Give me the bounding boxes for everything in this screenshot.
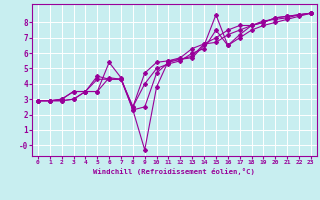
X-axis label: Windchill (Refroidissement éolien,°C): Windchill (Refroidissement éolien,°C): [93, 168, 255, 175]
